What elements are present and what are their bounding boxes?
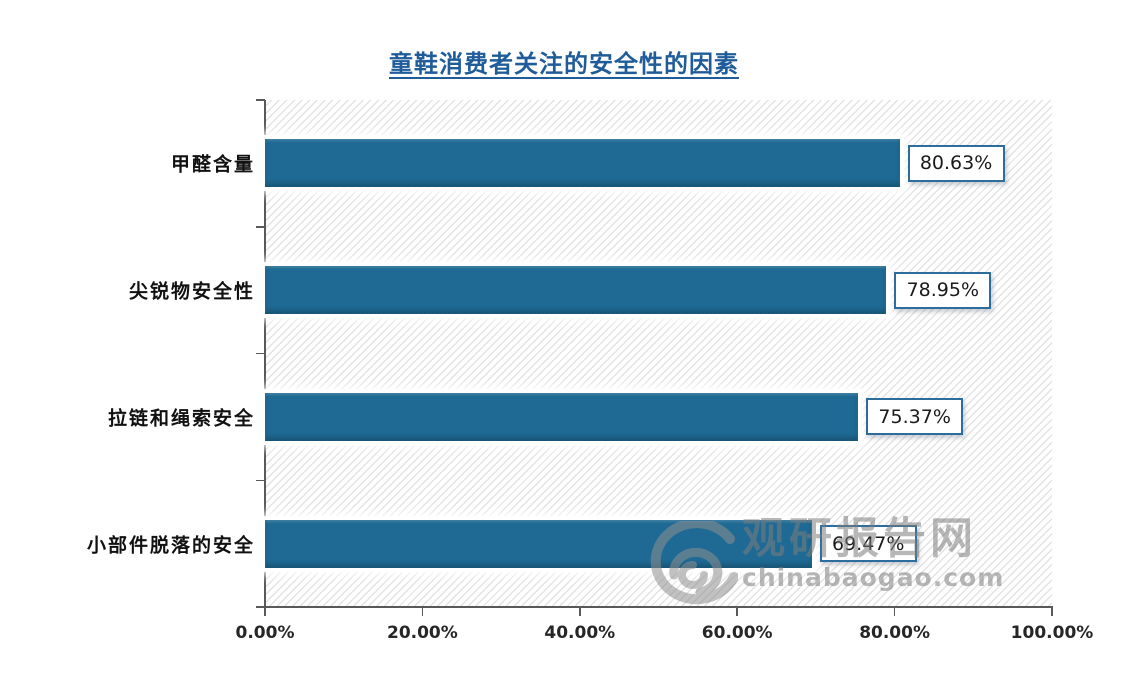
- y-axis-tick: [256, 352, 265, 355]
- y-axis-tick: [256, 479, 265, 481]
- y-axis-tick: [256, 99, 265, 101]
- category-label: 甲醛含量: [170, 153, 255, 176]
- bar: [265, 139, 900, 188]
- x-axis-tick-label: 100.00%: [1010, 623, 1094, 643]
- value-label-box: 75.37%: [866, 398, 964, 436]
- bar: [265, 519, 812, 568]
- category-label: 尖锐物安全性: [128, 280, 255, 303]
- x-axis-tick: [736, 607, 738, 616]
- x-axis-tick-label: 40.00%: [544, 623, 616, 643]
- x-axis-tick: [264, 607, 266, 616]
- x-axis-tick-label: 20.00%: [386, 623, 458, 643]
- value-label-box: 80.63%: [907, 144, 1005, 182]
- x-axis-line: [264, 606, 1053, 608]
- category-label: 拉链和绳索安全: [107, 407, 255, 430]
- value-label-box: 69.47%: [819, 525, 917, 563]
- x-axis-tick: [893, 607, 896, 616]
- x-axis-tick-label: 80.00%: [859, 623, 930, 643]
- plot-area: 80.63% 78.95% 75.37% 69.47% 0.00% 20.00% 40.00…: [236, 99, 1093, 643]
- y-axis-tick: [256, 226, 265, 228]
- x-axis-tick: [1051, 607, 1053, 616]
- bar: [265, 392, 859, 441]
- chart-title: 童鞋消费者关注的安全性的因素: [389, 50, 739, 78]
- value-label-box: 78.95%: [894, 271, 992, 309]
- x-axis-tick: [579, 607, 581, 616]
- y-axis-line: [264, 100, 266, 607]
- category-label: 小部件脱落的安全: [86, 534, 255, 557]
- y-axis-tick: [256, 606, 265, 608]
- x-axis-tick: [421, 607, 424, 616]
- bar: [265, 266, 887, 315]
- x-axis-tick-label: 0.00%: [235, 623, 295, 643]
- x-axis-tick-label: 60.00%: [701, 623, 773, 643]
